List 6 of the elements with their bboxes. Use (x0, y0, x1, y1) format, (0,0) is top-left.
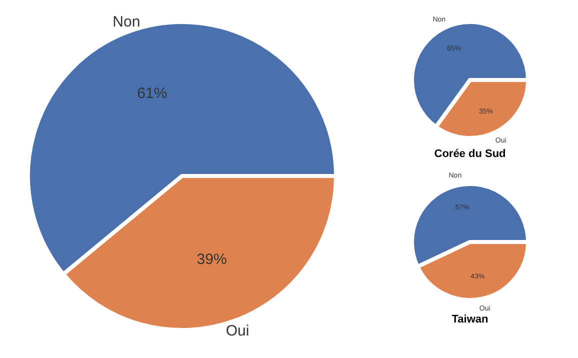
slice-label: Non (112, 14, 140, 31)
text: Corée du Sud (434, 148, 506, 160)
data-label: 61% (137, 85, 168, 102)
slice-label: Oui (226, 322, 250, 340)
text: Taiwan (452, 313, 489, 326)
data-label: 39% (196, 250, 227, 268)
